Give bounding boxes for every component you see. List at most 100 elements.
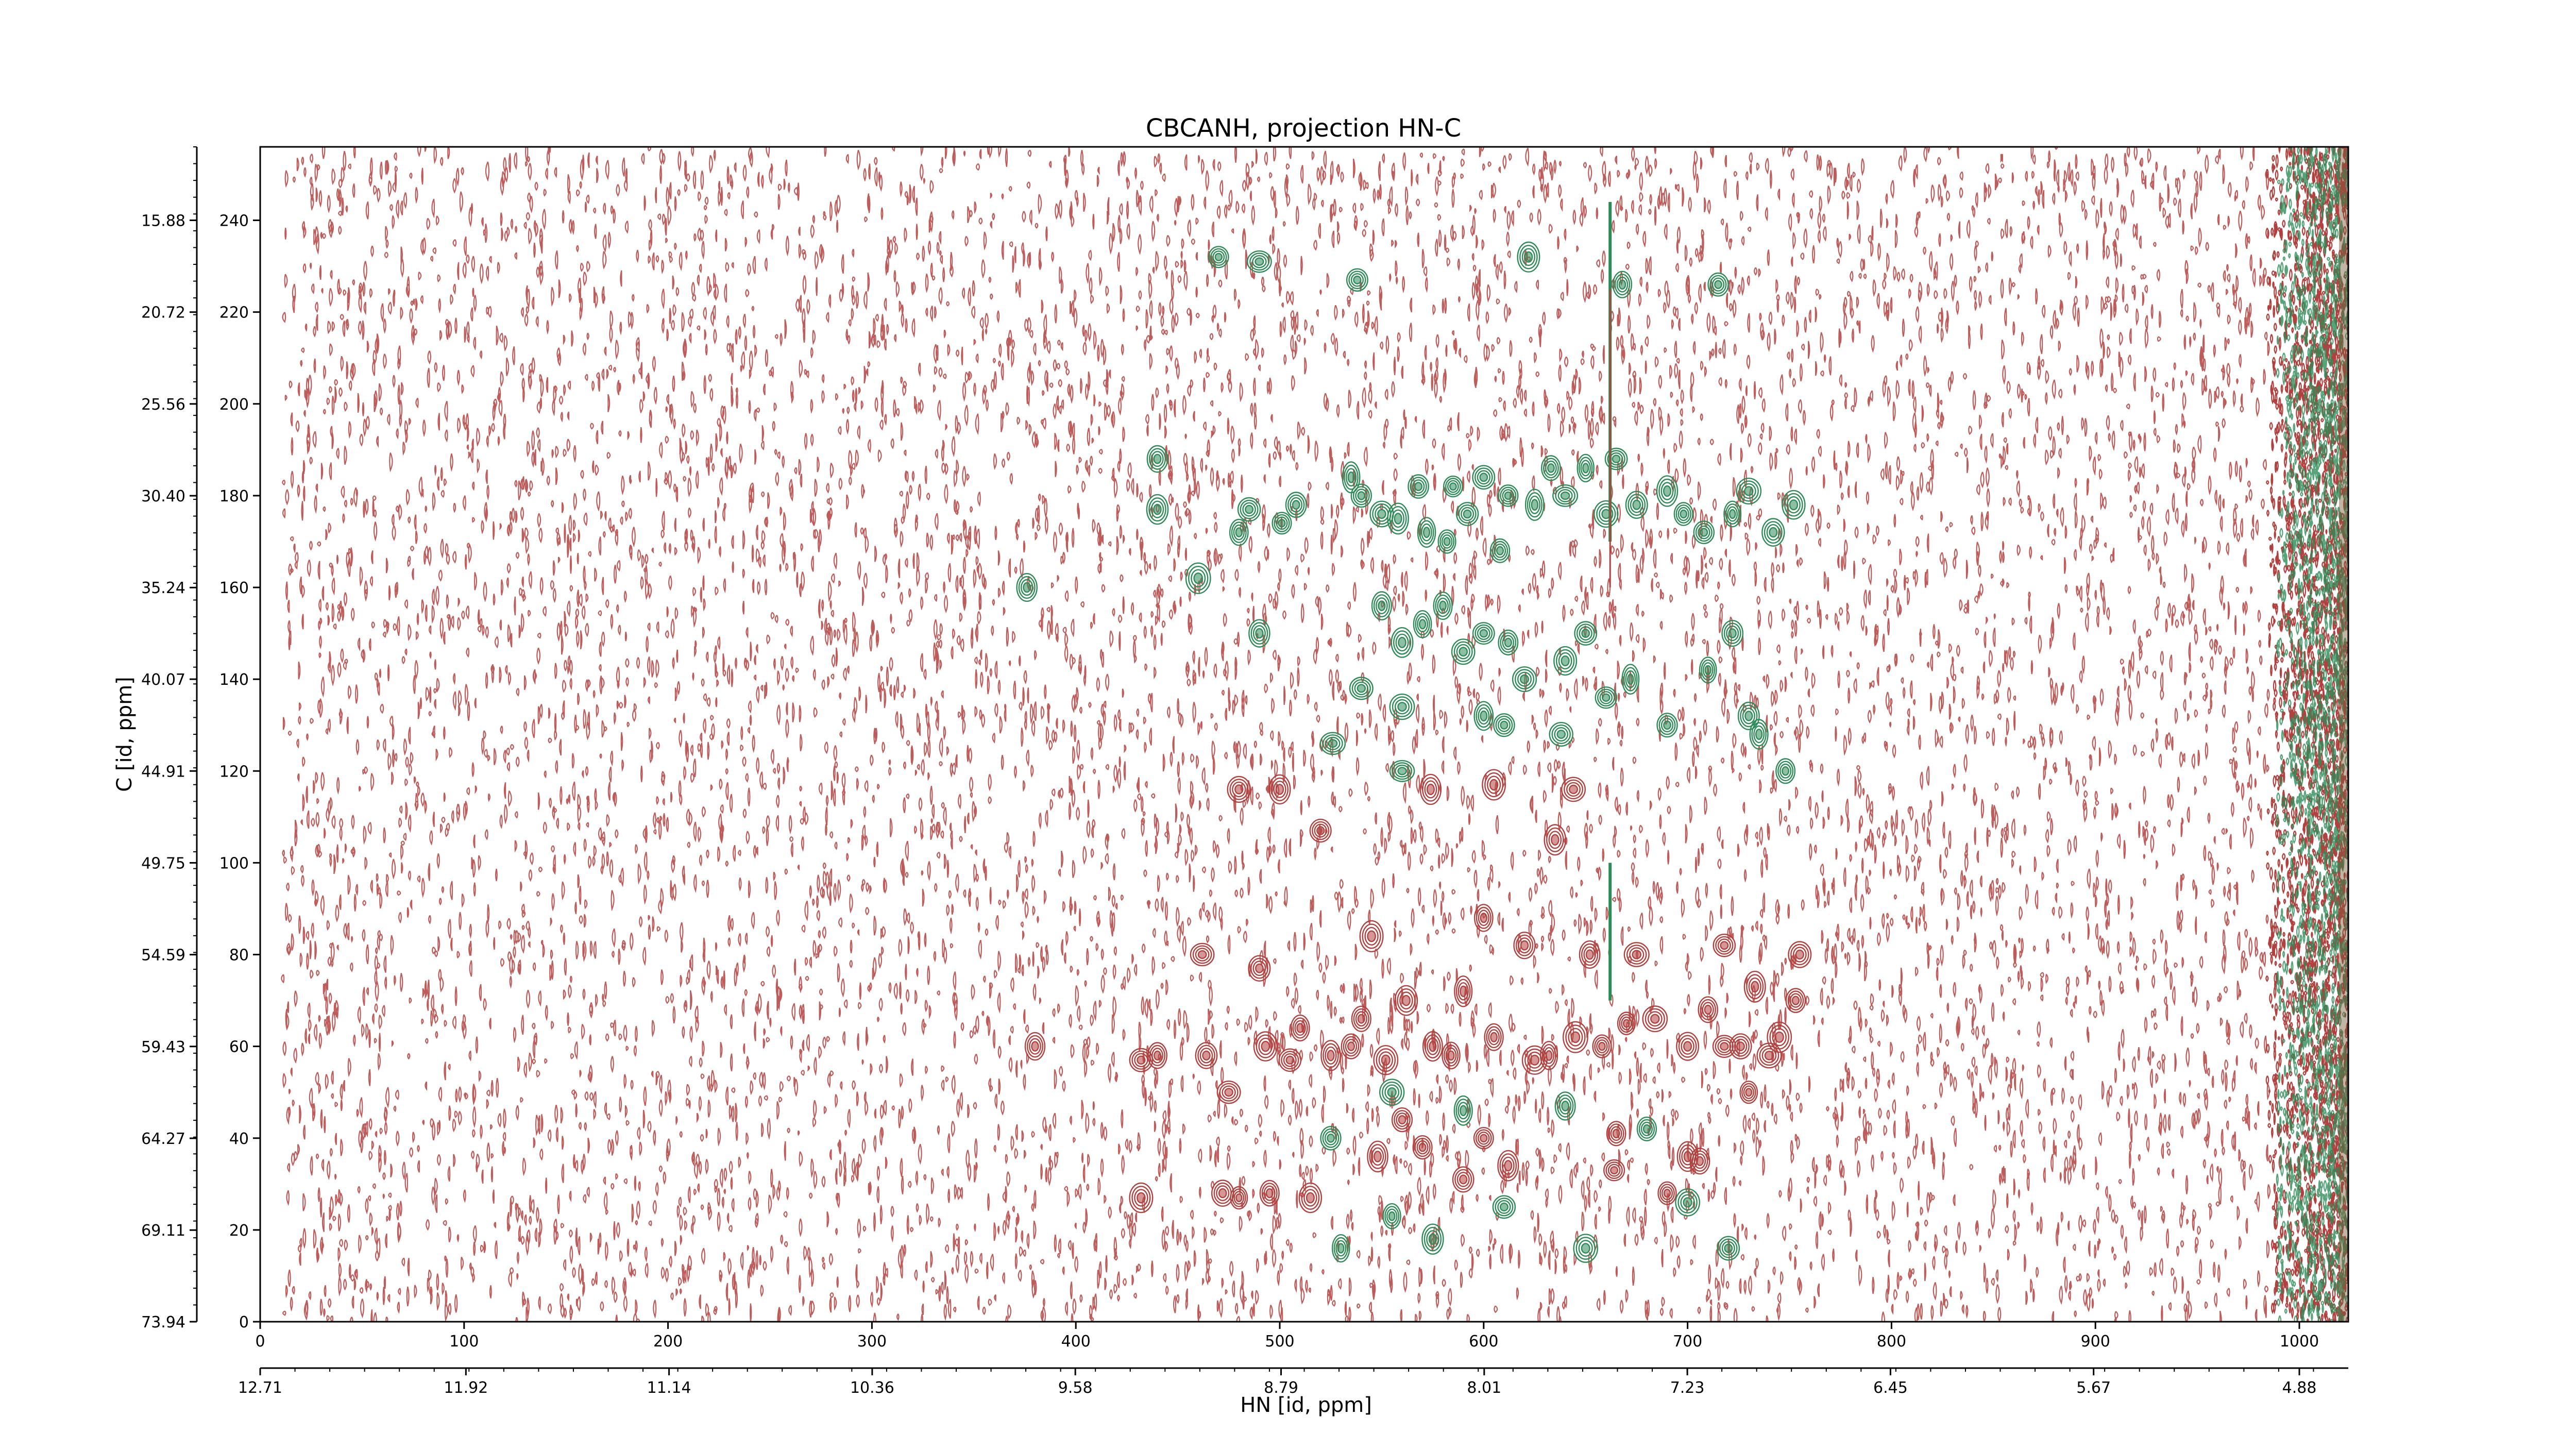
negative-peak xyxy=(1025,1033,1045,1060)
positive-peak-ring xyxy=(1450,483,1456,490)
negative-peak-ring xyxy=(1368,931,1376,941)
positive-peak-ring xyxy=(1701,529,1707,536)
x-ppm-tick-label: 8.01 xyxy=(1467,1379,1501,1397)
positive-peak-ring xyxy=(1505,492,1512,499)
x-axis-label: HN [id, ppm] xyxy=(1240,1393,1372,1417)
x-tick-label: 200 xyxy=(653,1333,683,1351)
positive-peak-ring xyxy=(1329,740,1337,747)
x-tick-label: 1000 xyxy=(2280,1333,2319,1351)
positive-peak-ring xyxy=(1744,487,1753,496)
negative-peak-ring xyxy=(1419,1143,1426,1151)
positive-peak-ring xyxy=(1423,527,1430,537)
y-ppm-tick-label: 20.72 xyxy=(141,304,185,322)
positive-peak xyxy=(1637,1117,1656,1141)
negative-peak-ring xyxy=(1460,1175,1467,1184)
negative-peak-ring xyxy=(1297,1024,1303,1033)
negative-peak xyxy=(1352,1006,1371,1032)
plot-frame xyxy=(260,147,2348,1322)
negative-peak xyxy=(1453,1167,1473,1192)
x-tick-label: 400 xyxy=(1061,1333,1091,1351)
positive-peak-ring xyxy=(1358,685,1365,693)
y-ppm-tick-label: 25.56 xyxy=(141,396,185,414)
positive-peak-ring xyxy=(1770,528,1777,537)
negative-peak xyxy=(1310,819,1331,842)
positive-peak-ring xyxy=(1419,619,1426,629)
positive-peak-ring xyxy=(1395,513,1402,524)
y-tick-label: 100 xyxy=(219,854,249,872)
positive-peak xyxy=(1444,476,1462,497)
negative-peak xyxy=(1482,770,1505,800)
positive-peak-ring xyxy=(1525,252,1532,262)
negative-peak-ring xyxy=(1427,784,1434,795)
negative-peak xyxy=(1562,778,1585,801)
positive-peak-ring xyxy=(1415,482,1421,490)
y-tick-label: 160 xyxy=(219,579,249,597)
negative-peak xyxy=(1454,976,1472,1006)
positive-peak xyxy=(1350,678,1373,700)
positive-peak-ring xyxy=(1215,254,1222,261)
negative-peak-ring xyxy=(1203,1051,1210,1060)
negative-peak-ring xyxy=(1198,951,1206,958)
positive-peak-ring xyxy=(1628,674,1633,684)
positive-peak-ring xyxy=(1501,721,1508,729)
negative-peak xyxy=(1360,921,1383,952)
positive-peak-ring xyxy=(1790,500,1798,510)
negative-peak-ring xyxy=(1236,1194,1242,1202)
edge-noise-contours xyxy=(2266,142,2349,1327)
negative-peak-ring xyxy=(1225,1088,1233,1096)
y-ppm-tick-label: 73.94 xyxy=(141,1313,185,1332)
negative-peak-ring xyxy=(1611,1167,1618,1174)
positive-peak-ring xyxy=(1684,1198,1692,1207)
positive-peak xyxy=(1230,519,1248,545)
y-ppm-tick-label: 30.40 xyxy=(141,487,185,506)
y-tick-label: 0 xyxy=(239,1313,249,1332)
positive-peak-ring xyxy=(1705,666,1711,675)
negative-peak xyxy=(1367,1141,1387,1172)
positive-peak-ring xyxy=(1730,510,1735,518)
positive-peak xyxy=(1578,454,1594,482)
positive-peak xyxy=(1438,530,1456,553)
y-tick-label: 60 xyxy=(229,1038,249,1056)
negative-peak xyxy=(1604,1160,1624,1181)
negative-peak-ring xyxy=(1751,982,1758,992)
y-tick-label: 220 xyxy=(219,304,249,322)
positive-peak xyxy=(1434,592,1452,619)
positive-peak-ring xyxy=(1664,486,1671,496)
positive-peak xyxy=(1674,502,1693,525)
positive-peak xyxy=(1273,512,1292,534)
y-ppm-tick-label: 69.11 xyxy=(141,1222,185,1240)
positive-peak-ring xyxy=(1245,506,1253,513)
positive-peak xyxy=(1518,242,1540,272)
y-ppm-tick-label: 64.27 xyxy=(141,1130,185,1148)
positive-peak-ring xyxy=(1348,472,1354,482)
negative-peak xyxy=(1395,986,1417,1015)
negative-peak-ring xyxy=(1399,1116,1405,1124)
positive-peak-ring xyxy=(1480,630,1487,637)
negative-peak-ring xyxy=(1664,1189,1670,1197)
negative-peak-ring xyxy=(1374,1151,1381,1161)
negative-peak xyxy=(1342,1034,1361,1059)
positive-peak-ring xyxy=(1398,767,1406,774)
negative-peak-ring xyxy=(1684,1042,1691,1051)
negative-peak xyxy=(1485,1024,1503,1050)
negative-peak-ring xyxy=(1448,1051,1454,1060)
negative-peak-ring xyxy=(1137,1056,1145,1064)
negative-peak xyxy=(1714,934,1735,956)
y-ppm-tick-label: 35.24 xyxy=(141,579,185,597)
positive-peak-ring xyxy=(1643,1125,1650,1133)
positive-peak xyxy=(1575,622,1597,645)
negative-peak-ring xyxy=(1430,1041,1436,1051)
negative-peak-ring xyxy=(1746,1088,1752,1096)
negative-peak xyxy=(1545,825,1566,855)
positive-peak xyxy=(1554,647,1577,675)
negative-peak xyxy=(1563,1022,1587,1053)
positive-peak-ring xyxy=(1500,1203,1508,1211)
positive-peak xyxy=(1247,251,1271,272)
positive-peak-ring xyxy=(1354,276,1361,284)
positive-peak xyxy=(1708,273,1728,296)
x-tick-label: 500 xyxy=(1265,1333,1294,1351)
negative-peak-ring xyxy=(1358,1015,1365,1023)
positive-peak-ring xyxy=(1327,1134,1334,1142)
positive-peak-ring xyxy=(1460,1106,1466,1116)
